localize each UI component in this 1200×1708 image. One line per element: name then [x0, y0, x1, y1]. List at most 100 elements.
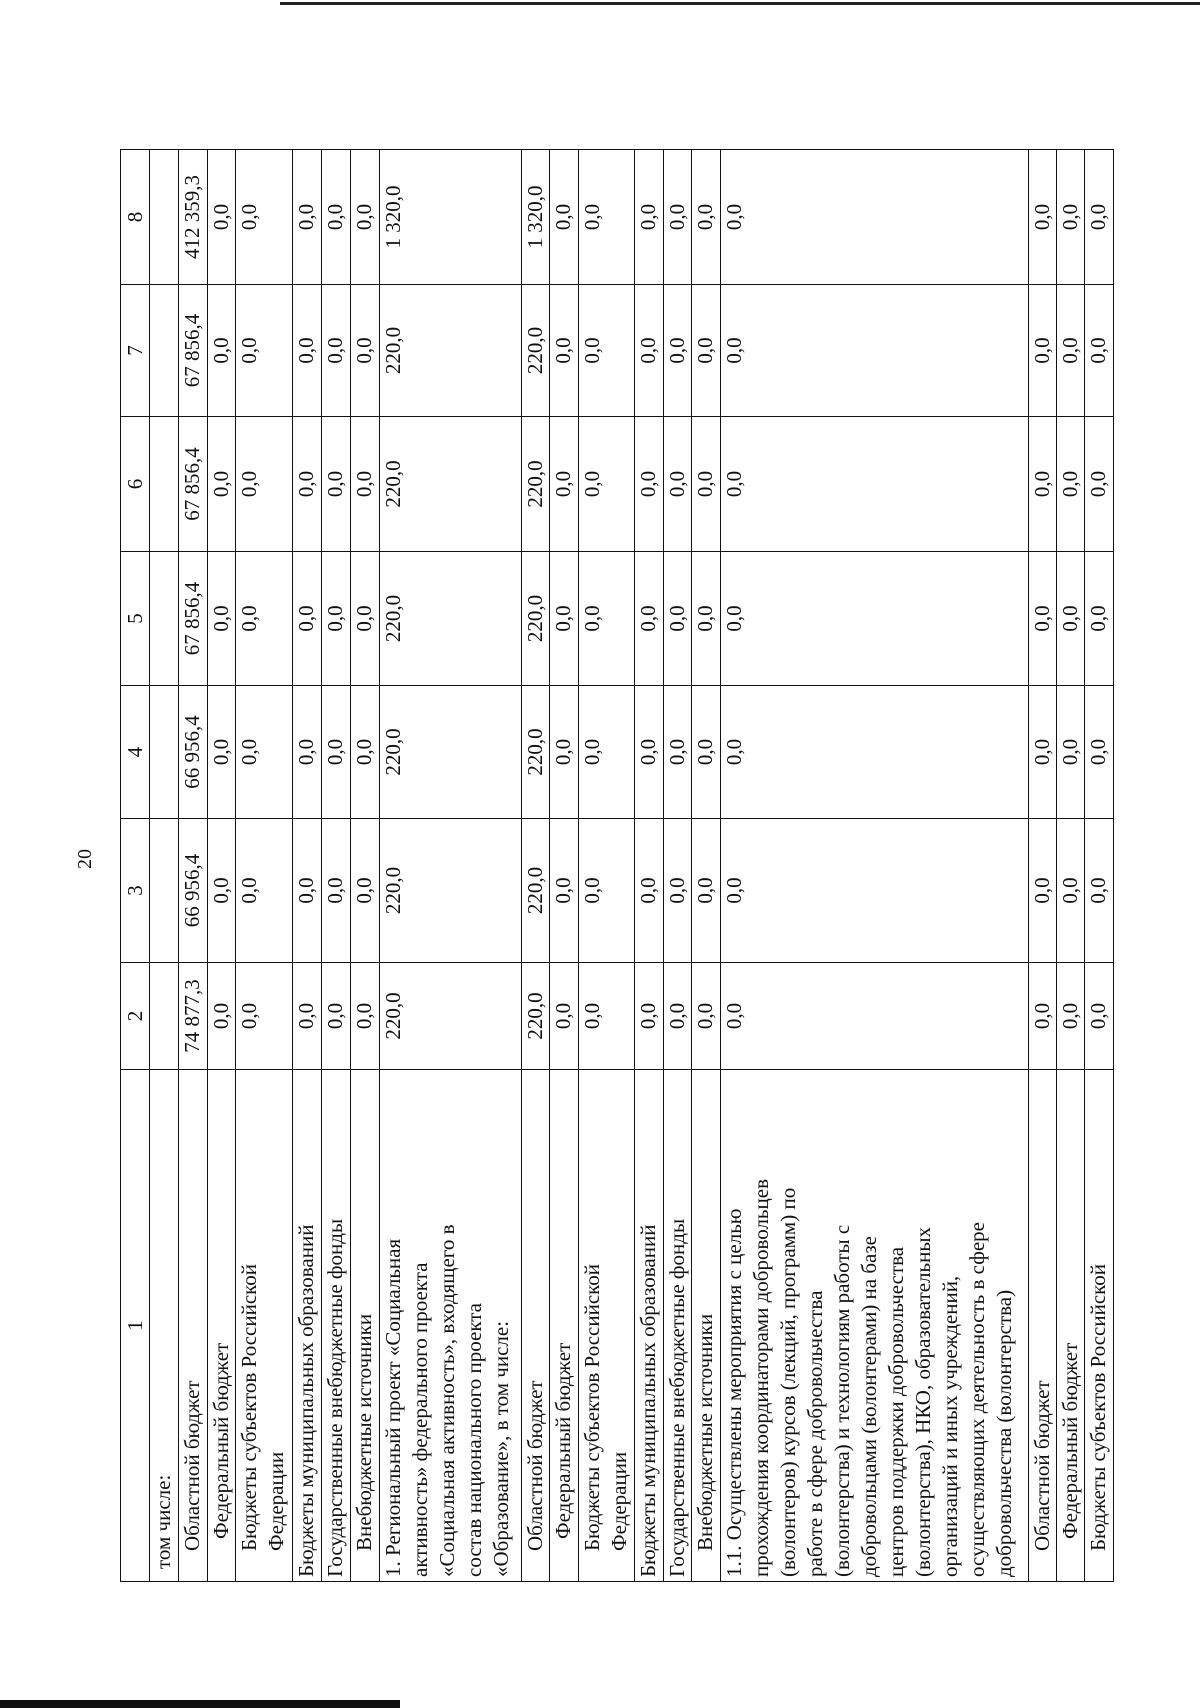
- value-cell: [149, 551, 179, 686]
- value-cell: 0,0: [634, 685, 664, 819]
- value-cell: 0,0: [350, 685, 380, 819]
- row-label: Бюджеты субъектов Российской Федерации: [235, 1069, 293, 1582]
- value-cell: 0,0: [321, 551, 351, 686]
- table-row: 1. Региональный проект «Социальная актив…: [379, 149, 522, 1582]
- value-cell: 0,0: [292, 284, 322, 417]
- value-cell: 220,0: [379, 551, 522, 686]
- row-label: Бюджеты муниципальных образований: [634, 1069, 664, 1582]
- value-cell: 0,0: [691, 685, 721, 819]
- value-cell: 0,0: [663, 284, 692, 417]
- value-cell: 0,0: [549, 818, 579, 963]
- value-cell: 0,0: [350, 416, 380, 552]
- row-label: Бюджеты субъектов Российской Федерации: [578, 1069, 635, 1582]
- value-cell: [149, 962, 179, 1070]
- value-cell: 0,0: [720, 284, 1029, 417]
- value-cell: 0,0: [578, 284, 635, 417]
- column-number-8: 8: [120, 149, 150, 285]
- value-cell: 0,0: [207, 962, 236, 1070]
- value-cell: 0,0: [1028, 551, 1057, 686]
- value-cell: 0,0: [292, 685, 322, 819]
- value-cell: 220,0: [379, 962, 522, 1070]
- value-cell: 220,0: [521, 685, 550, 819]
- row-label: Государственные внебюджетные фонды: [321, 1069, 351, 1582]
- row-label: Государственные внебюджетные фонды: [663, 1069, 692, 1582]
- value-cell: 0,0: [549, 284, 579, 417]
- value-cell: 0,0: [292, 551, 322, 686]
- value-cell: 0,0: [1084, 685, 1114, 819]
- value-cell: 0,0: [207, 416, 236, 552]
- value-cell: 0,0: [292, 818, 322, 963]
- value-cell: 0,0: [321, 284, 351, 417]
- value-cell: 220,0: [521, 962, 550, 1070]
- value-cell: 0,0: [235, 818, 293, 963]
- value-cell: 66 956,4: [178, 818, 208, 963]
- value-cell: 0,0: [321, 416, 351, 552]
- value-cell: 0,0: [207, 551, 236, 686]
- value-cell: [149, 284, 179, 417]
- value-cell: 0,0: [235, 284, 293, 417]
- row-label: Областной бюджет: [1028, 1069, 1057, 1582]
- table-row: Внебюджетные источники 0,0 0,0 0,0 0,0 0,0 0,0…: [350, 149, 380, 1582]
- value-cell: 1 320,0: [379, 149, 522, 285]
- column-number-5: 5: [120, 551, 150, 686]
- column-number-7: 7: [120, 284, 150, 417]
- table-row: Бюджеты муниципальных образований 0,0 0,0 0…: [634, 149, 664, 1582]
- value-cell: 0,0: [235, 149, 293, 285]
- value-cell: 0,0: [634, 551, 664, 686]
- value-cell: 66 956,4: [178, 685, 208, 819]
- row-label: Федеральный бюджет: [1056, 1069, 1085, 1582]
- value-cell: 0,0: [663, 962, 692, 1070]
- value-cell: 0,0: [634, 149, 664, 285]
- value-cell: 0,0: [1084, 962, 1114, 1070]
- value-cell: 0,0: [691, 416, 721, 552]
- value-cell: 0,0: [663, 685, 692, 819]
- table-row: Бюджеты субъектов Российской 0,0 0,0 0,0 0,0…: [1084, 149, 1114, 1582]
- value-cell: 0,0: [1028, 284, 1057, 417]
- row-label: том числе:: [149, 1069, 179, 1582]
- value-cell: 0,0: [720, 685, 1029, 819]
- table-row: том числе:: [149, 149, 179, 1582]
- value-cell: [149, 416, 179, 552]
- value-cell: 0,0: [1084, 818, 1114, 963]
- row-label: Федеральный бюджет: [549, 1069, 579, 1582]
- value-cell: 0,0: [549, 685, 579, 819]
- value-cell: 0,0: [691, 149, 721, 285]
- value-cell: 0,0: [691, 962, 721, 1070]
- table-row: Федеральный бюджет 0,0 0,0 0,0 0,0 0,0 0,0 0,0: [207, 149, 236, 1582]
- value-cell: 0,0: [1028, 149, 1057, 285]
- value-cell: 0,0: [350, 551, 380, 686]
- value-cell: 0,0: [292, 149, 322, 285]
- column-number-6: 6: [120, 416, 150, 552]
- row-label: Областной бюджет: [521, 1069, 550, 1582]
- value-cell: 0,0: [663, 149, 692, 285]
- scan-edge-line: [280, 2, 1200, 5]
- value-cell: 0,0: [578, 818, 635, 963]
- value-cell: 0,0: [578, 962, 635, 1070]
- row-label: Областной бюджет: [178, 1069, 208, 1582]
- table-row: Областной бюджет 0,0 0,0 0,0 0,0 0,0 0,0 0,0: [1028, 149, 1057, 1582]
- value-cell: 220,0: [521, 818, 550, 963]
- page-number: 20: [74, 849, 96, 869]
- value-cell: 220,0: [379, 818, 522, 963]
- table-row: Областной бюджет 220,0 220,0 220,0 220,0 220,…: [521, 149, 550, 1582]
- value-cell: [149, 685, 179, 819]
- value-cell: 0,0: [691, 818, 721, 963]
- value-cell: 0,0: [578, 149, 635, 285]
- value-cell: 0,0: [720, 551, 1029, 686]
- value-cell: 220,0: [521, 284, 550, 417]
- value-cell: 0,0: [1056, 818, 1085, 963]
- row-label: Бюджеты муниципальных образований: [292, 1069, 322, 1582]
- value-cell: 0,0: [321, 818, 351, 963]
- value-cell: 0,0: [634, 416, 664, 552]
- value-cell: 0,0: [1028, 685, 1057, 819]
- value-cell: 0,0: [720, 416, 1029, 552]
- column-number-4: 4: [120, 685, 150, 819]
- value-cell: 0,0: [350, 962, 380, 1070]
- value-cell: 0,0: [350, 149, 380, 285]
- value-cell: 0,0: [207, 818, 236, 963]
- table-row: Областной бюджет 74 877,3 66 956,4 66 956,4…: [178, 149, 208, 1582]
- value-cell: 0,0: [663, 551, 692, 686]
- value-cell: 0,0: [350, 284, 380, 417]
- value-cell: 0,0: [663, 416, 692, 552]
